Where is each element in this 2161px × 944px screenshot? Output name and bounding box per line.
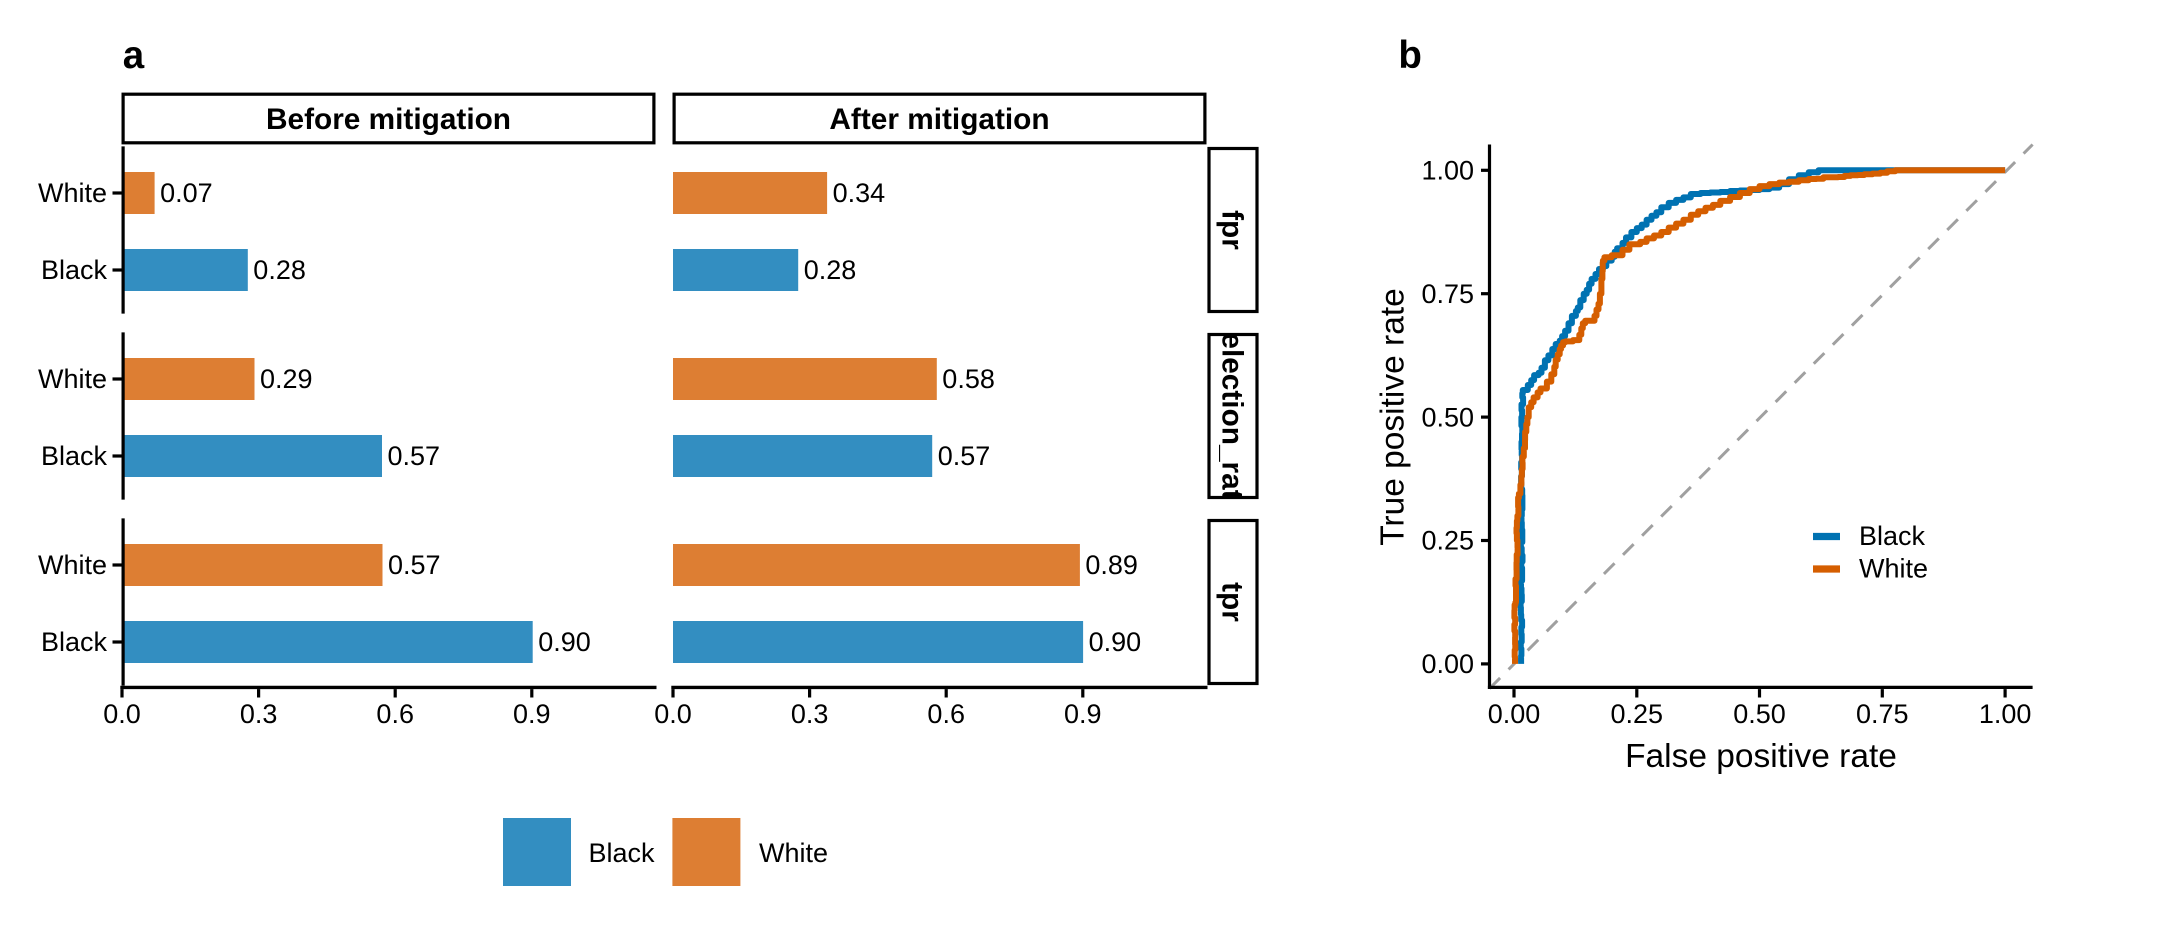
svg-text:0.34: 0.34 xyxy=(833,178,886,208)
svg-text:0.75: 0.75 xyxy=(1856,699,1909,729)
svg-text:Black: Black xyxy=(41,255,108,285)
svg-text:0.57: 0.57 xyxy=(388,550,441,580)
svg-text:selection_rate: selection_rate xyxy=(1215,316,1248,516)
svg-text:Black: Black xyxy=(41,627,108,657)
svg-text:0.90: 0.90 xyxy=(1089,627,1142,657)
svg-text:0.6: 0.6 xyxy=(376,699,414,729)
svg-text:1.00: 1.00 xyxy=(1421,156,1474,186)
svg-text:White: White xyxy=(38,364,107,394)
svg-text:White: White xyxy=(1859,554,1928,584)
svg-text:0.58: 0.58 xyxy=(942,364,995,394)
svg-text:0.28: 0.28 xyxy=(804,255,857,285)
svg-text:0.57: 0.57 xyxy=(938,441,991,471)
svg-text:White: White xyxy=(759,838,828,868)
svg-text:0.3: 0.3 xyxy=(240,699,278,729)
svg-text:0.75: 0.75 xyxy=(1421,279,1474,309)
svg-text:0.6: 0.6 xyxy=(927,699,965,729)
svg-text:False positive rate: False positive rate xyxy=(1625,738,1897,775)
svg-text:White: White xyxy=(38,550,107,580)
svg-text:tpr: tpr xyxy=(1215,582,1248,622)
svg-text:0.25: 0.25 xyxy=(1611,699,1664,729)
svg-text:1.00: 1.00 xyxy=(1979,699,2032,729)
svg-text:0.50: 0.50 xyxy=(1421,402,1474,432)
svg-text:True positive rate: True positive rate xyxy=(1375,288,1412,546)
svg-text:0.07: 0.07 xyxy=(160,178,213,208)
svg-text:0.90: 0.90 xyxy=(538,627,591,657)
svg-text:0.25: 0.25 xyxy=(1421,526,1474,556)
svg-text:Black: Black xyxy=(41,441,108,471)
svg-text:0.57: 0.57 xyxy=(388,441,441,471)
svg-text:0.89: 0.89 xyxy=(1085,550,1138,580)
svg-text:a: a xyxy=(123,34,145,77)
svg-text:0.9: 0.9 xyxy=(1064,699,1102,729)
svg-text:0.9: 0.9 xyxy=(513,699,551,729)
svg-text:fpr: fpr xyxy=(1215,210,1248,250)
svg-text:After mitigation: After mitigation xyxy=(829,103,1049,136)
svg-text:0.00: 0.00 xyxy=(1488,699,1541,729)
svg-text:0.50: 0.50 xyxy=(1733,699,1786,729)
svg-text:Black: Black xyxy=(1859,521,1926,551)
svg-text:0.3: 0.3 xyxy=(791,699,829,729)
svg-text:0.29: 0.29 xyxy=(260,364,313,394)
svg-text:Before mitigation: Before mitigation xyxy=(266,103,511,136)
svg-text:0.0: 0.0 xyxy=(103,699,141,729)
svg-text:Black: Black xyxy=(589,838,656,868)
svg-text:White: White xyxy=(38,178,107,208)
svg-text:b: b xyxy=(1398,34,1422,77)
svg-text:0.28: 0.28 xyxy=(253,255,306,285)
svg-text:0.0: 0.0 xyxy=(654,699,692,729)
svg-text:0.00: 0.00 xyxy=(1421,649,1474,679)
